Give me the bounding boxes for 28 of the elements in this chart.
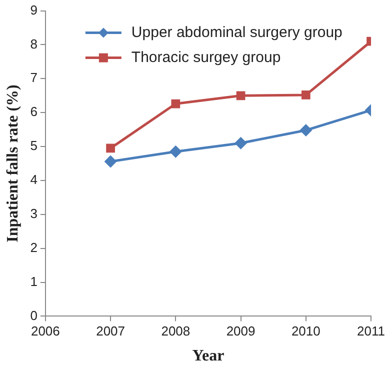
- point: [106, 144, 115, 153]
- point: [236, 91, 246, 100]
- x-tick-label: 2009: [226, 324, 256, 339]
- point: [171, 99, 180, 108]
- x-tick-label: 2010: [291, 324, 320, 339]
- point: [300, 124, 312, 136]
- y-tick-label: 4: [30, 172, 38, 188]
- x-tick-label: 2007: [96, 324, 126, 339]
- y-tick-label: 3: [30, 206, 38, 221]
- legend-label: Thoracic surgey group: [131, 48, 281, 66]
- x-tick-label: 2006: [30, 324, 60, 339]
- point: [235, 137, 247, 149]
- legend-label: Upper abdominal surgery group: [131, 24, 342, 41]
- point: [104, 156, 116, 168]
- y-tick-label: 8: [30, 36, 38, 52]
- y-tick-label: 7: [30, 70, 38, 86]
- y-tick-label: 9: [30, 2, 38, 18]
- x-axis-title: Year: [192, 348, 224, 365]
- y-tick-label: 2: [30, 240, 38, 255]
- y-tick-label: 6: [30, 104, 38, 120]
- point: [301, 90, 310, 100]
- y-tick-label: 5: [30, 138, 38, 154]
- y-axis-title: Inpatient falls rate (%): [4, 84, 22, 242]
- y-tick-label: 0: [30, 308, 38, 323]
- x-tick-label: 2008: [161, 324, 190, 339]
- y-tick-label: 1: [30, 274, 38, 289]
- point: [170, 146, 182, 158]
- x-tick-label: 2011: [357, 324, 386, 339]
